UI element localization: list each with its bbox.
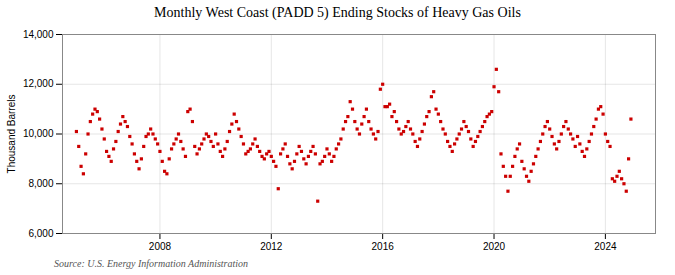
svg-text:12,000: 12,000: [23, 78, 54, 89]
svg-text:2024: 2024: [594, 241, 617, 252]
svg-text:6,000: 6,000: [28, 228, 53, 239]
svg-text:2016: 2016: [372, 241, 395, 252]
svg-text:14,000: 14,000: [23, 29, 54, 40]
html-text:Monthly West Coast (PADD 5) En: Monthly West Coast (PADD 5) Ending Stock…: [154, 5, 521, 20]
svg-text:2020: 2020: [483, 241, 506, 252]
svg-text:2008: 2008: [149, 241, 172, 252]
svg-text:8,000: 8,000: [28, 178, 53, 189]
svg-text:10,000: 10,000: [23, 128, 54, 139]
svg-text:2012: 2012: [260, 241, 283, 252]
html-text:Source: U.S. Energy Informatio: Source: U.S. Energy Information Administ…: [54, 258, 249, 269]
svg-text:Thousand Barrels: Thousand Barrels: [6, 95, 17, 174]
